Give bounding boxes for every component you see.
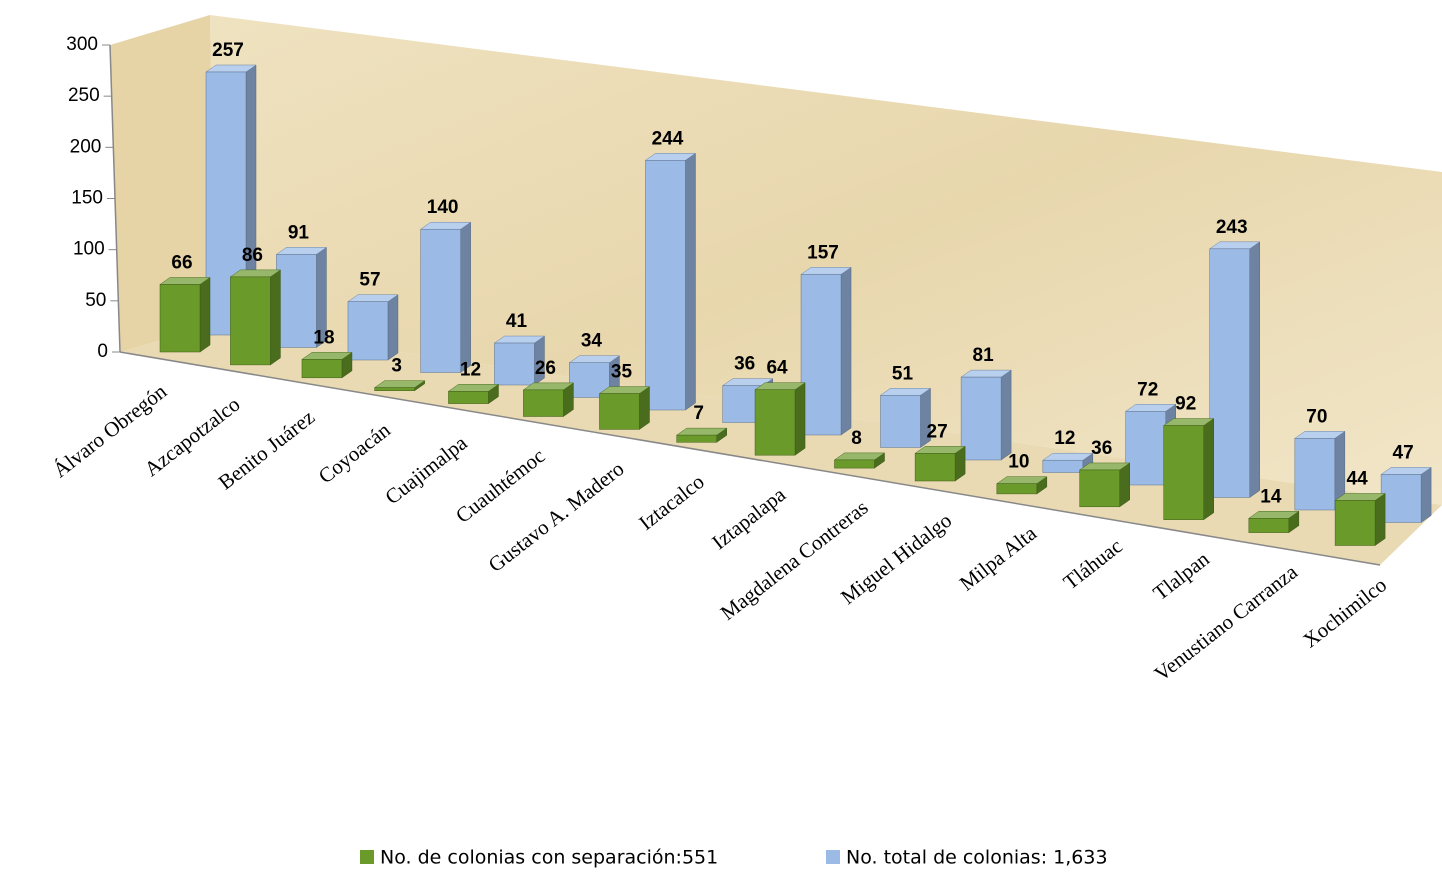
value-label: 44 — [1347, 468, 1369, 489]
y-tick-label: 200 — [70, 136, 102, 157]
x-tick-label: Coyoacán — [314, 417, 395, 488]
value-label: 12 — [460, 359, 481, 380]
bar-side — [840, 266, 852, 436]
x-tick-label: Iztacalco — [634, 469, 708, 535]
x-tick-label: Tlalpan — [1148, 546, 1214, 605]
x-tick-label: Cuauhtémoc — [451, 444, 549, 528]
y-tick-label: 250 — [68, 85, 100, 106]
value-label: 3 — [391, 356, 402, 377]
x-tick-label: Milpa Alta — [955, 521, 1042, 596]
y-tick-label: 150 — [71, 188, 103, 209]
value-label: 66 — [171, 252, 192, 273]
value-label: 7 — [693, 403, 704, 424]
bar-side — [794, 382, 806, 456]
bar — [1125, 411, 1166, 486]
bar — [523, 389, 564, 417]
value-label: 10 — [1008, 452, 1029, 473]
bar — [347, 301, 389, 361]
value-label: 92 — [1175, 394, 1196, 415]
bar-side — [685, 152, 696, 411]
side-wall — [110, 15, 215, 352]
value-label: 18 — [313, 327, 334, 348]
bar — [800, 274, 842, 436]
bar-side — [1000, 369, 1012, 461]
legend-swatch — [826, 850, 840, 864]
bar — [1042, 459, 1084, 473]
back-wall — [210, 15, 1442, 505]
bar — [374, 387, 415, 391]
bar — [676, 434, 717, 443]
bar — [420, 228, 461, 373]
bar — [880, 395, 921, 448]
bar — [645, 160, 686, 411]
value-label: 140 — [427, 197, 459, 218]
y-tick-label: 300 — [66, 34, 98, 55]
legend-label: No. de colonias con separación:551 — [380, 847, 718, 869]
bar — [494, 342, 535, 386]
bar — [230, 276, 271, 366]
value-label: 91 — [288, 222, 310, 243]
bar — [1079, 469, 1120, 508]
bar — [1334, 500, 1376, 546]
bar-side — [1249, 241, 1260, 498]
value-label: 57 — [359, 270, 380, 291]
bar — [996, 483, 1038, 495]
value-label: 36 — [734, 354, 755, 375]
value-label: 86 — [242, 245, 263, 266]
value-label: 81 — [973, 345, 995, 366]
x-tick-label: Tláhuac — [1059, 534, 1127, 595]
bar — [301, 359, 343, 379]
value-label: 26 — [535, 358, 556, 379]
value-label: 36 — [1091, 438, 1112, 459]
bar — [960, 376, 1002, 461]
y-tick-label: 100 — [73, 239, 105, 260]
x-axis — [119, 351, 1381, 566]
bar-side — [1374, 492, 1386, 546]
bar — [276, 254, 317, 348]
x-tick-label: Iztapalapa — [707, 482, 790, 554]
bar-side — [639, 386, 650, 430]
value-label: 64 — [766, 358, 788, 379]
bar-side — [387, 294, 399, 361]
value-label: 243 — [1216, 217, 1248, 238]
bar-side — [460, 221, 471, 373]
value-label: 12 — [1054, 428, 1075, 449]
bar — [1163, 425, 1204, 520]
bar — [1209, 248, 1250, 498]
x-tick-label: Xochimilco — [1298, 573, 1391, 653]
value-label: 72 — [1137, 379, 1158, 400]
bar — [448, 391, 489, 404]
bar — [1248, 518, 1290, 533]
bar — [1294, 438, 1336, 511]
value-label: 257 — [212, 40, 244, 61]
y-tick-label: 0 — [97, 341, 108, 362]
bar — [599, 393, 640, 430]
bar-side — [1203, 418, 1214, 521]
bar — [1380, 474, 1422, 523]
x-tick-label: Cuajimalpa — [380, 430, 472, 509]
y-tick-label: 50 — [85, 290, 106, 311]
legend-label: No. total de colonias: 1,633 — [846, 847, 1108, 869]
value-label: 14 — [1260, 486, 1282, 507]
value-label: 47 — [1393, 442, 1414, 463]
value-label: 157 — [807, 242, 839, 263]
value-label: 41 — [506, 311, 528, 332]
bar-side — [270, 269, 281, 366]
bar — [159, 284, 201, 353]
value-label: 51 — [892, 363, 914, 384]
value-label: 244 — [652, 128, 684, 149]
bar-side — [199, 276, 211, 353]
value-label: 34 — [581, 331, 603, 352]
bar — [754, 389, 796, 456]
bar — [914, 453, 956, 482]
bar — [834, 459, 875, 469]
value-label: 27 — [927, 421, 948, 442]
value-label: 35 — [611, 362, 633, 383]
legend-swatch — [360, 850, 374, 864]
bar-side — [1420, 466, 1432, 523]
value-label: 70 — [1306, 406, 1327, 427]
value-label: 8 — [851, 428, 862, 449]
bar-side — [1119, 462, 1130, 508]
